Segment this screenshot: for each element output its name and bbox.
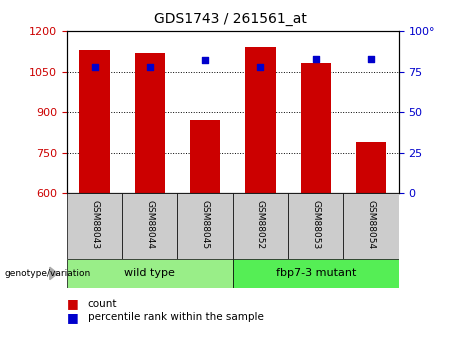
Text: ■: ■ xyxy=(67,311,83,324)
Point xyxy=(367,56,375,61)
Point xyxy=(91,64,98,69)
Bar xyxy=(233,193,288,259)
Bar xyxy=(190,120,220,193)
Text: percentile rank within the sample: percentile rank within the sample xyxy=(88,313,264,322)
Text: GSM88045: GSM88045 xyxy=(201,200,210,249)
Text: GDS1743 / 261561_at: GDS1743 / 261561_at xyxy=(154,12,307,26)
Polygon shape xyxy=(50,267,58,279)
Text: GSM88043: GSM88043 xyxy=(90,200,99,249)
Bar xyxy=(233,259,399,288)
Text: GSM88053: GSM88053 xyxy=(311,200,320,249)
Text: count: count xyxy=(88,299,117,308)
Point xyxy=(146,64,154,69)
Text: wild type: wild type xyxy=(124,268,175,278)
Text: GSM88052: GSM88052 xyxy=(256,200,265,249)
Bar xyxy=(343,193,399,259)
Point xyxy=(312,56,319,61)
Point xyxy=(201,58,209,63)
Point xyxy=(257,64,264,69)
Bar xyxy=(301,63,331,193)
Text: fbp7-3 mutant: fbp7-3 mutant xyxy=(276,268,356,278)
Bar xyxy=(288,193,343,259)
Bar xyxy=(122,193,177,259)
Bar xyxy=(67,193,122,259)
Text: GSM88054: GSM88054 xyxy=(366,200,376,249)
Text: GSM88044: GSM88044 xyxy=(145,200,154,249)
Bar xyxy=(245,47,276,193)
Text: ■: ■ xyxy=(67,297,83,310)
Bar xyxy=(356,142,386,193)
Text: genotype/variation: genotype/variation xyxy=(5,269,91,278)
Bar xyxy=(67,259,233,288)
Bar xyxy=(79,50,110,193)
Bar xyxy=(177,193,233,259)
Bar xyxy=(135,53,165,193)
